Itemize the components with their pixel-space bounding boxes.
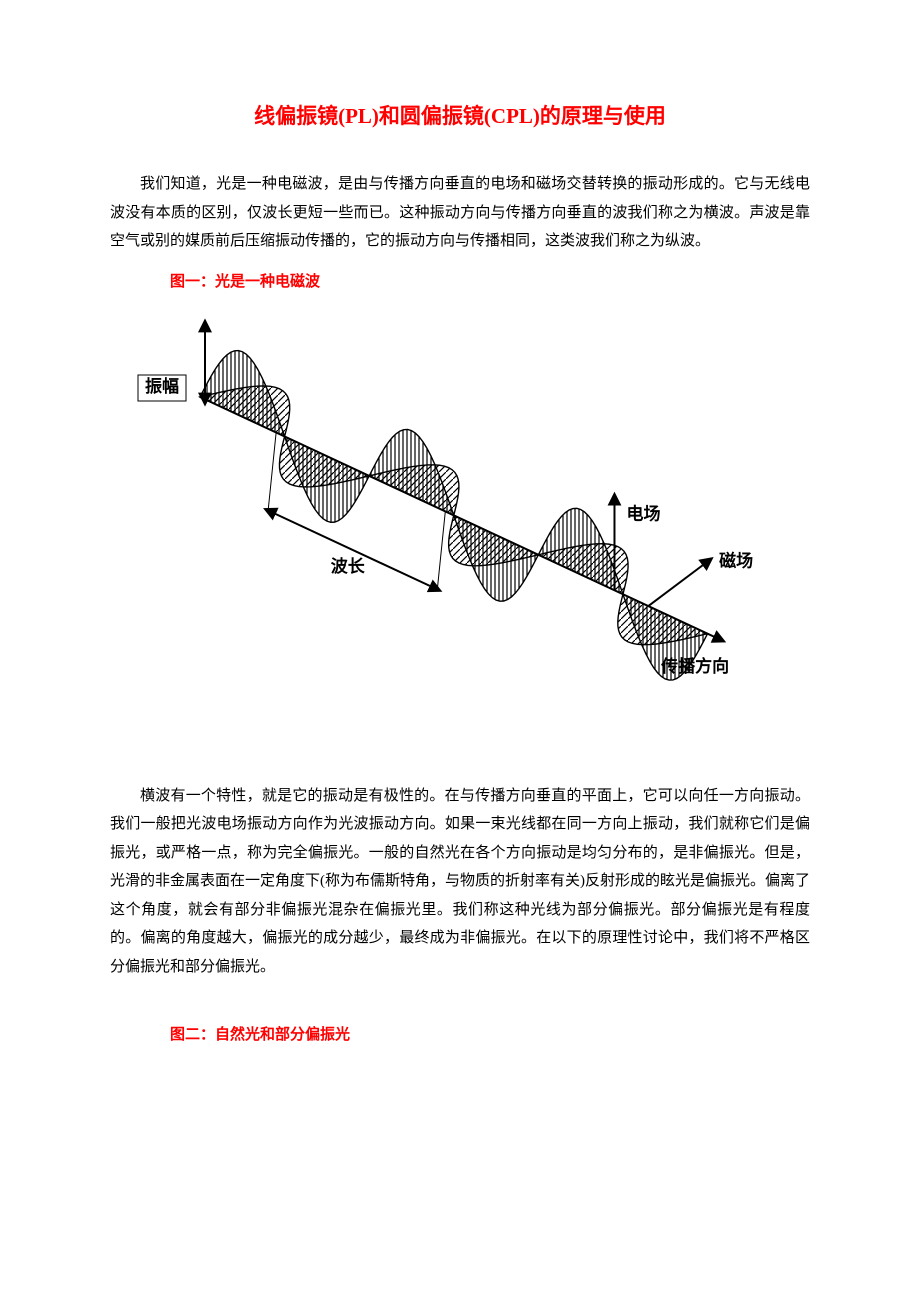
em-wave-diagram: 振幅 波长 电场 磁场 传播方向	[110, 297, 830, 767]
figure-2-caption: 图二：自然光和部分偏振光	[110, 1023, 810, 1044]
label-wavelength: 波长	[331, 555, 366, 575]
document-title: 线偏振镜(PL)和圆偏振镜(CPL)的原理与使用	[110, 100, 810, 130]
figure-1-caption: 图一：光是一种电磁波	[110, 270, 810, 291]
document-page: 线偏振镜(PL)和圆偏振镜(CPL)的原理与使用 我们知道，光是一种电磁波，是由…	[0, 0, 920, 1110]
label-efield: 电场	[626, 503, 660, 523]
spacer	[110, 987, 810, 1009]
label-bfield: 磁场	[719, 550, 753, 570]
label-propagation: 传播方向	[660, 656, 729, 676]
paragraph-2: 横波有一个特性，就是它的振动是有极性的。在与传播方向垂直的平面上，它可以向任一方…	[110, 782, 810, 982]
figure-1: 振幅 波长 电场 磁场 传播方向	[110, 297, 810, 772]
label-amplitude: 振幅	[145, 376, 179, 396]
paragraph-1: 我们知道，光是一种电磁波，是由与传播方向垂直的电场和磁场交替转换的振动形成的。它…	[110, 170, 810, 256]
